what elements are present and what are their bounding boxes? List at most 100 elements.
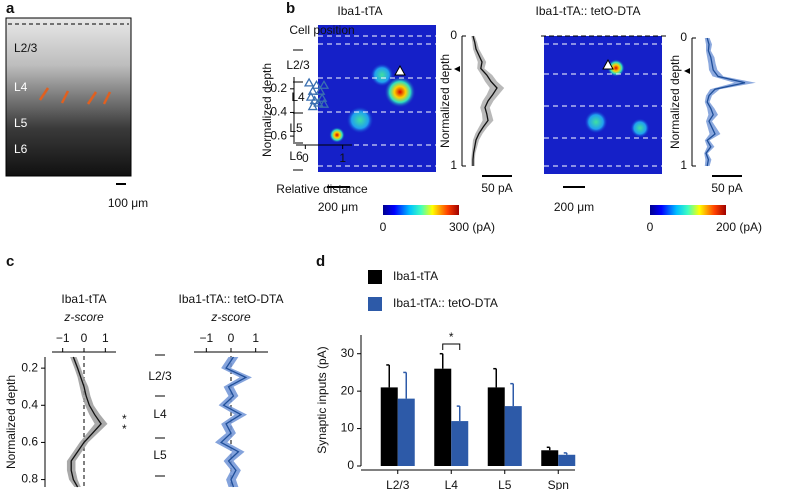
micrograph	[5, 17, 132, 177]
bar	[451, 421, 469, 466]
cell-depth-marker	[454, 66, 460, 72]
bar	[504, 406, 522, 466]
x-tick-label: 1	[339, 151, 346, 165]
heatmap-blob	[329, 127, 345, 143]
layer-label: L2/3	[286, 58, 310, 72]
layer-label: L6	[14, 142, 28, 156]
x-tick-label: L4	[445, 478, 459, 490]
z-line	[70, 356, 102, 488]
heatmap	[544, 36, 662, 174]
bar	[434, 368, 452, 466]
layer-label: L5	[14, 116, 28, 130]
layer-lines	[544, 43, 662, 167]
colorbar	[650, 205, 726, 215]
y-tick-label: 0	[347, 458, 354, 472]
x-axis-label: z-score	[210, 310, 251, 324]
error-band	[66, 357, 108, 487]
x-tick-label: L5	[498, 478, 512, 490]
y-axis-label: Normalized depth	[438, 54, 452, 148]
x-tick-label: L2/3	[386, 478, 410, 490]
colorbar	[383, 205, 459, 215]
heatmap-title: Iba1-tTA	[337, 4, 382, 18]
y-tick-label: 0.8	[21, 472, 38, 486]
y-tick-label: 10	[341, 421, 355, 435]
heatmap-blob	[630, 118, 650, 138]
y-tick-label: 0.6	[270, 128, 287, 142]
chart-title: Cell position	[289, 23, 354, 37]
layer-label: L4	[153, 407, 167, 421]
point	[309, 95, 320, 105]
point	[305, 91, 317, 101]
bar	[397, 398, 415, 466]
cell-depth-marker	[684, 68, 690, 74]
layer-label: L4	[291, 90, 305, 104]
profile-line	[705, 37, 746, 167]
bar	[541, 450, 559, 466]
point	[311, 79, 322, 89]
y-tick-label: 30	[341, 346, 355, 360]
x-axis-label: Relative distance	[276, 182, 368, 196]
x-tick-label: 1	[102, 331, 109, 345]
cell-marker	[602, 58, 614, 70]
significance: *	[122, 412, 127, 426]
heatmap-blob	[370, 63, 394, 87]
y-tick-label: 0.4	[270, 105, 287, 119]
scale-label: 100 μm	[108, 196, 148, 210]
x-tick-label: 0	[228, 331, 235, 345]
x-tick-label: 0	[302, 151, 309, 165]
point	[315, 85, 326, 95]
scale-label: 50 pA	[481, 181, 512, 195]
heatmap	[318, 25, 436, 172]
error-band	[214, 357, 252, 487]
panel-letter: d	[316, 253, 325, 270]
legend-label: Iba1-tTA:: tetO-DTA	[393, 296, 498, 310]
x-tick-label: −1	[56, 331, 70, 345]
y-axis-label: Normalized depth	[4, 375, 18, 469]
x-axis-label: z-score	[63, 310, 104, 324]
error-band	[704, 38, 756, 166]
panel-letter: a	[6, 0, 15, 17]
heatmap-blob	[584, 110, 608, 134]
layer-label: L4	[14, 80, 28, 94]
layer-ticks	[155, 354, 165, 477]
z-line	[220, 356, 248, 488]
point	[307, 85, 318, 95]
chart-title: Iba1-tTA:: tetO-DTA	[179, 292, 284, 306]
heatmap-title: Iba1-tTA:: tetO-DTA	[536, 4, 641, 18]
y-tick-label: 0.6	[21, 435, 38, 449]
panel-letter: c	[6, 253, 14, 270]
scale-label: 200 μm	[318, 200, 358, 214]
colorbar-label: 200 (pA)	[716, 220, 762, 234]
legend-label: Iba1-tTA	[393, 269, 438, 283]
layer-label: L5	[153, 448, 167, 462]
layer-label: L2/3	[14, 41, 38, 55]
y-tick-label: 0.2	[21, 360, 38, 374]
x-tick-label: Spn	[548, 478, 569, 490]
legend-swatch	[368, 297, 382, 311]
scale-label: 50 pA	[711, 181, 742, 195]
point	[318, 79, 330, 89]
bar	[380, 387, 398, 466]
point	[303, 77, 315, 87]
significance: *	[122, 422, 127, 436]
colorbar-label: 0	[647, 220, 654, 234]
y-axis-label: Synaptic inputs (pA)	[315, 346, 329, 453]
point	[317, 92, 328, 102]
point	[307, 101, 318, 111]
arrows	[38, 87, 112, 105]
point	[318, 98, 330, 108]
cell-marker	[394, 64, 406, 76]
y-tick-label: 20	[341, 383, 355, 397]
significance: *	[449, 330, 454, 344]
y-axis-label: Normalized depth	[668, 55, 682, 149]
chart-title: Iba1-tTA	[61, 292, 106, 306]
y-tick-label: 0	[450, 28, 457, 42]
profile-line	[472, 35, 498, 166]
layer-ticks	[293, 49, 303, 171]
y-tick-label: 0.2	[270, 81, 287, 95]
layer-label: L6	[289, 149, 303, 163]
heatmap-blob	[607, 59, 625, 77]
significance-bracket	[442, 343, 461, 350]
